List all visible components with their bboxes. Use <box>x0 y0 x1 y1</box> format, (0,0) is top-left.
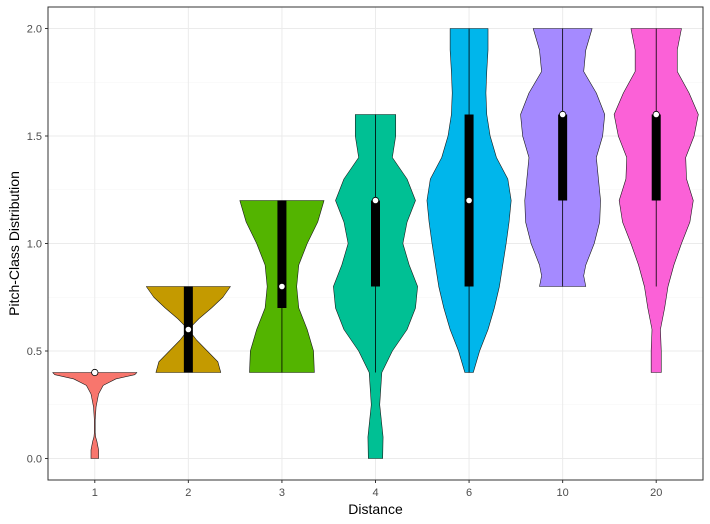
y-tick-label: 1.5 <box>27 131 42 143</box>
x-tick-label: 4 <box>372 487 378 499</box>
violin-group-10 <box>520 28 606 287</box>
violin-group-1 <box>52 368 138 459</box>
x-axis: 1 2 3 4 6 10 20 <box>92 480 662 499</box>
x-tick-label: 6 <box>466 487 472 499</box>
iqr-box-10 <box>558 114 568 201</box>
median-point-10 <box>559 110 567 119</box>
iqr-box-20 <box>651 114 661 201</box>
median-point-2 <box>184 325 192 334</box>
violins <box>52 28 699 459</box>
median-point-3 <box>278 282 286 291</box>
y-axis: 0.0 0.5 1.0 1.5 2.0 <box>27 24 48 466</box>
x-axis-title: Distance <box>348 501 403 517</box>
y-tick-label: 1.0 <box>27 239 42 251</box>
y-tick-label: 0.0 <box>27 454 42 466</box>
median-point-1 <box>91 368 99 377</box>
y-axis-title: Pitch-Class Distribution <box>6 171 22 316</box>
median-point-4 <box>371 196 380 205</box>
iqr-box-4 <box>371 200 380 287</box>
x-tick-label: 10 <box>557 487 569 499</box>
x-tick-label: 1 <box>92 487 98 499</box>
violin-1 <box>52 372 138 459</box>
y-tick-label: 2.0 <box>27 24 42 36</box>
violin-group-20 <box>613 28 699 373</box>
violin-group-4 <box>333 114 418 459</box>
y-tick-label: 0.5 <box>27 346 42 358</box>
violin-group-2 <box>145 286 231 373</box>
iqr-box-3 <box>277 200 287 308</box>
x-tick-label: 20 <box>650 487 662 499</box>
violin-group-3 <box>239 200 325 373</box>
x-tick-label: 3 <box>279 487 285 499</box>
x-tick-label: 2 <box>185 487 191 499</box>
median-point-20 <box>652 110 660 119</box>
violin-group-6 <box>426 28 512 373</box>
median-point-6 <box>465 196 473 205</box>
